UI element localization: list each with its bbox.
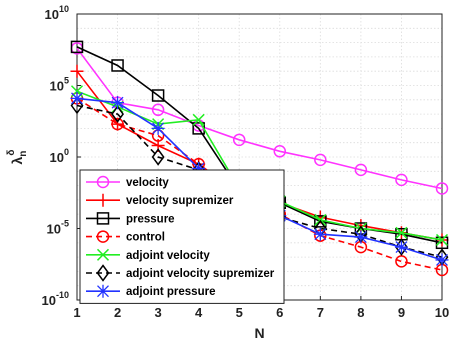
marker-x: [435, 233, 449, 246]
legend-label: velocity: [126, 177, 169, 189]
marker-diamond: [111, 105, 124, 123]
legend-entry: adjoint velocity supremizer: [86, 264, 275, 282]
x-tick-label: 9: [398, 305, 405, 320]
y-tick-label: 1010: [45, 4, 69, 22]
y-tick-base: 10: [47, 222, 61, 237]
marker-diamond: [395, 238, 408, 256]
marker-square: [111, 59, 124, 72]
y-tick-exponent: -5: [61, 219, 69, 229]
legend-entry: velocity supremizer: [86, 193, 234, 207]
x-tick-label: 5: [236, 305, 243, 320]
x-tick-label: 10: [435, 305, 449, 320]
x-tick-label: 4: [195, 305, 203, 320]
legend-box: [79, 169, 285, 304]
x-tick-label: 8: [357, 305, 364, 320]
legend-label: adjoint velocity supremizer: [126, 268, 275, 280]
legend-entry: pressure: [86, 212, 175, 225]
y-tick-base: 10: [42, 293, 56, 308]
y-tick-label: 10-10: [42, 290, 69, 308]
marker-circle: [151, 103, 165, 117]
legend-label: control: [126, 232, 165, 244]
marker-square: [435, 236, 449, 250]
x-axis-label: N: [254, 325, 264, 341]
series-line: [76, 47, 443, 190]
marker-plus: [111, 117, 125, 131]
y-axis-label-base: λ: [9, 156, 25, 164]
marker-x: [395, 226, 408, 239]
y-tick-base: 10: [45, 7, 59, 22]
y-tick-exponent: 0: [64, 147, 69, 157]
y-tick-exponent: 10: [59, 4, 69, 14]
legend-label: adjoint velocity: [126, 250, 210, 262]
marker-square: [151, 89, 165, 102]
marker-star: [354, 230, 368, 244]
x-tick-label: 6: [276, 305, 283, 320]
marker-diamond: [96, 264, 110, 282]
marker-circle: [111, 117, 124, 131]
marker-x: [96, 248, 110, 261]
marker-star: [151, 121, 165, 135]
x-tick-label: 2: [114, 305, 121, 320]
marker-circle: [435, 182, 449, 195]
marker-circle: [395, 173, 408, 187]
x-tick-label: 3: [154, 305, 161, 320]
y-tick-label: 105: [50, 76, 69, 94]
y-axis-label: λnδ: [6, 150, 29, 165]
marker-circle: [314, 153, 327, 167]
marker-star: [70, 91, 84, 105]
y-tick-label: 10-5: [47, 219, 69, 237]
legend-entry: adjoint pressure: [86, 284, 215, 298]
y-axis-label-sup: δ: [6, 150, 17, 156]
y-axis-label-sub: n: [18, 151, 29, 157]
y-tick-label: 100: [50, 147, 69, 165]
marker-diamond: [151, 148, 165, 166]
legend-label: adjoint pressure: [126, 286, 215, 298]
marker-square: [96, 212, 110, 225]
marker-plus: [96, 193, 110, 207]
marker-circle: [273, 145, 287, 158]
marker-plus: [70, 64, 84, 78]
y-tick-exponent: -10: [56, 290, 69, 300]
marker-circle: [232, 133, 246, 147]
legend-entry: adjoint velocity: [86, 248, 210, 262]
legend-label: velocity supremizer: [126, 195, 234, 207]
legend-entry: control: [86, 230, 165, 244]
marker-star: [192, 161, 206, 175]
marker-star: [313, 227, 327, 241]
legend-label: pressure: [126, 213, 175, 225]
marker-star: [394, 240, 408, 254]
legend: velocity velocity supremizer pressure contr…: [79, 169, 285, 304]
marker-circle: [354, 163, 368, 177]
marker-square: [70, 40, 84, 54]
marker-diamond: [70, 96, 84, 115]
marker-star: [111, 96, 125, 110]
marker-circle: [96, 175, 110, 189]
x-tick-label: 7: [317, 305, 324, 320]
x-tick-label: 1: [73, 305, 80, 320]
marker-circle: [96, 230, 110, 243]
marker-x: [192, 113, 205, 126]
legend-entry: velocity: [86, 175, 169, 189]
marker-circle: [395, 255, 408, 268]
marker-star: [435, 253, 449, 267]
y-tick-exponent: 5: [64, 76, 69, 86]
marker-star: [96, 284, 110, 298]
y-tick-base: 10: [50, 79, 64, 94]
y-tick-base: 10: [50, 150, 64, 165]
